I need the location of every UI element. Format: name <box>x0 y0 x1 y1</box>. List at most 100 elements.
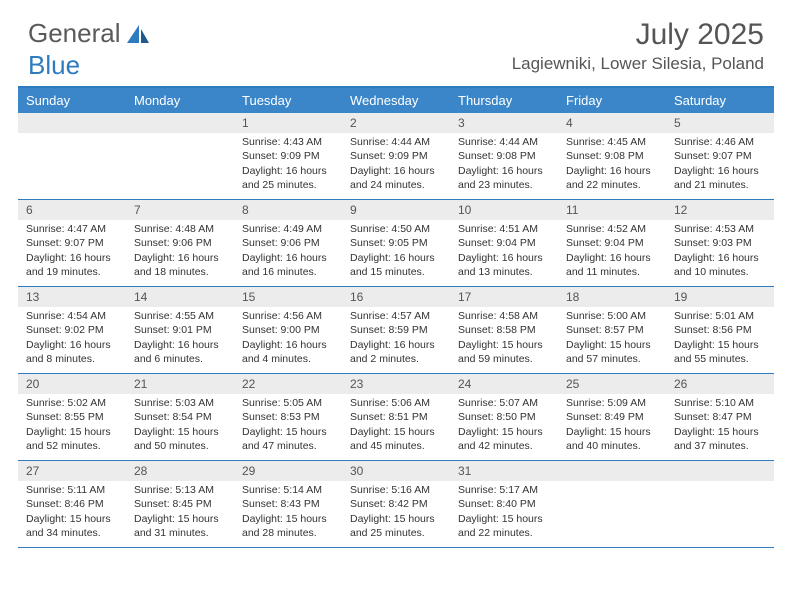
empty-day-number <box>126 113 234 133</box>
empty-cell <box>126 113 234 199</box>
day-body: Sunrise: 4:44 AMSunset: 9:08 PMDaylight:… <box>450 133 558 196</box>
sunrise-line: Sunrise: 4:43 AM <box>242 135 334 149</box>
sunset-line: Sunset: 8:47 PM <box>674 410 766 424</box>
sunrise-line: Sunrise: 4:50 AM <box>350 222 442 236</box>
sunset-line: Sunset: 8:57 PM <box>566 323 658 337</box>
sunset-line: Sunset: 8:55 PM <box>26 410 118 424</box>
daylight-line: Daylight: 16 hours and 22 minutes. <box>566 164 658 192</box>
sunrise-line: Sunrise: 4:44 AM <box>458 135 550 149</box>
day-number: 5 <box>666 113 774 133</box>
empty-cell <box>666 461 774 547</box>
day-header-cell: Saturday <box>666 88 774 113</box>
week-row: 27Sunrise: 5:11 AMSunset: 8:46 PMDayligh… <box>18 461 774 548</box>
title-block: July 2025 Lagiewniki, Lower Silesia, Pol… <box>512 18 764 74</box>
sunset-line: Sunset: 8:50 PM <box>458 410 550 424</box>
day-body: Sunrise: 4:50 AMSunset: 9:05 PMDaylight:… <box>342 220 450 283</box>
sunrise-line: Sunrise: 4:57 AM <box>350 309 442 323</box>
daylight-line: Daylight: 15 hours and 31 minutes. <box>134 512 226 540</box>
day-cell: 30Sunrise: 5:16 AMSunset: 8:42 PMDayligh… <box>342 461 450 547</box>
sunrise-line: Sunrise: 4:46 AM <box>674 135 766 149</box>
daylight-line: Daylight: 15 hours and 50 minutes. <box>134 425 226 453</box>
sunrise-line: Sunrise: 4:47 AM <box>26 222 118 236</box>
day-number: 27 <box>18 461 126 481</box>
sunrise-line: Sunrise: 5:02 AM <box>26 396 118 410</box>
daylight-line: Daylight: 16 hours and 10 minutes. <box>674 251 766 279</box>
daylight-line: Daylight: 15 hours and 47 minutes. <box>242 425 334 453</box>
day-cell: 6Sunrise: 4:47 AMSunset: 9:07 PMDaylight… <box>18 200 126 286</box>
day-number: 23 <box>342 374 450 394</box>
daylight-line: Daylight: 15 hours and 45 minutes. <box>350 425 442 453</box>
day-cell: 8 Sunrise: 4:49 AMSunset: 9:06 PMDaylight… <box>234 200 342 286</box>
day-number: 4 <box>558 113 666 133</box>
empty-day-number <box>666 461 774 481</box>
day-cell: 1Sunrise: 4:43 AMSunset: 9:09 PMDaylight… <box>234 113 342 199</box>
day-body: Sunrise: 4:54 AMSunset: 9:02 PMDaylight:… <box>18 307 126 370</box>
day-number: 18 <box>558 287 666 307</box>
sunrise-line: Sunrise: 5:01 AM <box>674 309 766 323</box>
day-number: 10 <box>450 200 558 220</box>
sunrise-line: Sunrise: 5:09 AM <box>566 396 658 410</box>
day-body: Sunrise: 5:01 AMSunset: 8:56 PMDaylight:… <box>666 307 774 370</box>
day-cell: 5 Sunrise: 4:46 AMSunset: 9:07 PMDaylight… <box>666 113 774 199</box>
day-number: 11 <box>558 200 666 220</box>
day-body: Sunrise: 4:53 AMSunset: 9:03 PMDaylight:… <box>666 220 774 283</box>
sunset-line: Sunset: 8:46 PM <box>26 497 118 511</box>
day-cell: 2Sunrise: 4:44 AMSunset: 9:09 PMDaylight… <box>342 113 450 199</box>
empty-cell <box>18 113 126 199</box>
day-number: 19 <box>666 287 774 307</box>
daylight-line: Daylight: 16 hours and 16 minutes. <box>242 251 334 279</box>
sunrise-line: Sunrise: 4:49 AM <box>242 222 334 236</box>
day-number: 21 <box>126 374 234 394</box>
sunrise-line: Sunrise: 5:03 AM <box>134 396 226 410</box>
day-header-cell: Monday <box>126 88 234 113</box>
day-body: Sunrise: 5:07 AMSunset: 8:50 PMDaylight:… <box>450 394 558 457</box>
sunset-line: Sunset: 9:06 PM <box>134 236 226 250</box>
sunset-line: Sunset: 9:07 PM <box>26 236 118 250</box>
day-cell: 27Sunrise: 5:11 AMSunset: 8:46 PMDayligh… <box>18 461 126 547</box>
day-body: Sunrise: 4:45 AMSunset: 9:08 PMDaylight:… <box>558 133 666 196</box>
day-body: Sunrise: 5:17 AMSunset: 8:40 PMDaylight:… <box>450 481 558 544</box>
day-number: 13 <box>18 287 126 307</box>
day-header-row: SundayMondayTuesdayWednesdayThursdayFrid… <box>18 88 774 113</box>
daylight-line: Daylight: 16 hours and 21 minutes. <box>674 164 766 192</box>
day-header-cell: Tuesday <box>234 88 342 113</box>
day-body: Sunrise: 5:11 AMSunset: 8:46 PMDaylight:… <box>18 481 126 544</box>
day-number: 9 <box>342 200 450 220</box>
daylight-line: Daylight: 16 hours and 11 minutes. <box>566 251 658 279</box>
day-number: 7 <box>126 200 234 220</box>
month-title: July 2025 <box>512 18 764 52</box>
day-number: 8 <box>234 200 342 220</box>
day-cell: 19Sunrise: 5:01 AMSunset: 8:56 PMDayligh… <box>666 287 774 373</box>
sunset-line: Sunset: 9:04 PM <box>566 236 658 250</box>
sunset-line: Sunset: 9:05 PM <box>350 236 442 250</box>
sunrise-line: Sunrise: 5:11 AM <box>26 483 118 497</box>
sunset-line: Sunset: 9:08 PM <box>458 149 550 163</box>
sunset-line: Sunset: 8:58 PM <box>458 323 550 337</box>
day-cell: 9Sunrise: 4:50 AMSunset: 9:05 PMDaylight… <box>342 200 450 286</box>
sunset-line: Sunset: 8:51 PM <box>350 410 442 424</box>
day-number: 29 <box>234 461 342 481</box>
sunset-line: Sunset: 9:07 PM <box>674 149 766 163</box>
sunset-line: Sunset: 9:06 PM <box>242 236 334 250</box>
day-cell: 11Sunrise: 4:52 AMSunset: 9:04 PMDayligh… <box>558 200 666 286</box>
day-cell: 31Sunrise: 5:17 AMSunset: 8:40 PMDayligh… <box>450 461 558 547</box>
sunrise-line: Sunrise: 5:17 AM <box>458 483 550 497</box>
daylight-line: Daylight: 15 hours and 40 minutes. <box>566 425 658 453</box>
day-header-cell: Wednesday <box>342 88 450 113</box>
logo-text-2: Blue <box>28 50 80 81</box>
daylight-line: Daylight: 16 hours and 18 minutes. <box>134 251 226 279</box>
day-body: Sunrise: 5:03 AMSunset: 8:54 PMDaylight:… <box>126 394 234 457</box>
sunrise-line: Sunrise: 4:45 AM <box>566 135 658 149</box>
daylight-line: Daylight: 15 hours and 52 minutes. <box>26 425 118 453</box>
day-body: Sunrise: 4:55 AMSunset: 9:01 PMDaylight:… <box>126 307 234 370</box>
day-cell: 24Sunrise: 5:07 AMSunset: 8:50 PMDayligh… <box>450 374 558 460</box>
sunset-line: Sunset: 9:04 PM <box>458 236 550 250</box>
sunrise-line: Sunrise: 4:53 AM <box>674 222 766 236</box>
sunset-line: Sunset: 9:02 PM <box>26 323 118 337</box>
day-cell: 21Sunrise: 5:03 AMSunset: 8:54 PMDayligh… <box>126 374 234 460</box>
day-cell: 18Sunrise: 5:00 AMSunset: 8:57 PMDayligh… <box>558 287 666 373</box>
sunset-line: Sunset: 9:09 PM <box>242 149 334 163</box>
sunset-line: Sunset: 8:49 PM <box>566 410 658 424</box>
day-cell: 14Sunrise: 4:55 AMSunset: 9:01 PMDayligh… <box>126 287 234 373</box>
day-number: 20 <box>18 374 126 394</box>
